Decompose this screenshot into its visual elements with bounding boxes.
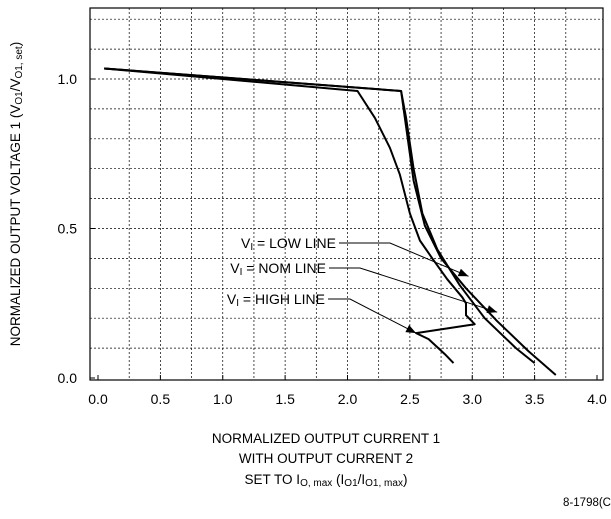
x-tick-label: 4.0: [587, 391, 607, 407]
annotation-label: VI = HIGH LINE: [227, 291, 325, 309]
x-tick-label: 2.5: [400, 391, 420, 407]
x-tick-label: 2.0: [338, 391, 358, 407]
annotation-arrowhead: [486, 305, 498, 313]
annotation-label: VI = NOM LINE: [230, 260, 326, 278]
annotations: VI = LOW LINE VI = NOM LINE VI = HIGH LINE: [227, 235, 498, 334]
series-lines: [104, 67, 557, 376]
annotation-label: VI = LOW LINE: [241, 235, 336, 253]
x-tick-label: 1.5: [275, 391, 295, 407]
annotation-leader: [328, 298, 417, 334]
x-axis-title-line-2: WITH OUTPUT CURRENT 2: [239, 451, 413, 466]
x-tick-label: 0.0: [88, 391, 108, 407]
y-axis-title: NORMALIZED OUTPUT VOLTAGE 1 (VO1/VO1, se…: [8, 42, 25, 346]
y-tick-label: 0.5: [58, 221, 78, 237]
plot-frame: [89, 7, 604, 381]
figure-id: 8-1798(C: [563, 497, 611, 509]
annotation-arrowhead: [405, 325, 417, 334]
y-axis-ticks: 0.0 0.5 1.0: [58, 71, 95, 386]
y-tick-label: 1.0: [58, 71, 78, 87]
annotation-1: VI = LOW LINE: [241, 235, 469, 277]
x-axis-title-line-3: SET TO IO, max (IO1/IO1, max): [245, 472, 408, 489]
series-line-3: [104, 67, 476, 364]
grid: [90, 8, 603, 380]
x-axis-title-line-1: NORMALIZED OUTPUT CURRENT 1: [212, 431, 440, 446]
x-tick-label: 3.0: [463, 391, 483, 407]
x-tick-label: 3.5: [525, 391, 545, 407]
x-tick-label: 1.0: [213, 391, 233, 407]
annotation-arrowhead: [457, 268, 469, 277]
series-line-2: [104, 67, 557, 376]
annotation-leader: [339, 242, 469, 277]
y-tick-label: 0.0: [58, 370, 78, 386]
x-axis-ticks: 0.0 0.5 1.0 1.5 2.0 2.5 3.0 3.5 4.0: [88, 375, 607, 407]
x-tick-label: 0.5: [151, 391, 171, 407]
annotation-leader: [329, 267, 498, 313]
annotation-2: VI = NOM LINE: [230, 260, 498, 313]
annotation-3: VI = HIGH LINE: [227, 291, 417, 334]
